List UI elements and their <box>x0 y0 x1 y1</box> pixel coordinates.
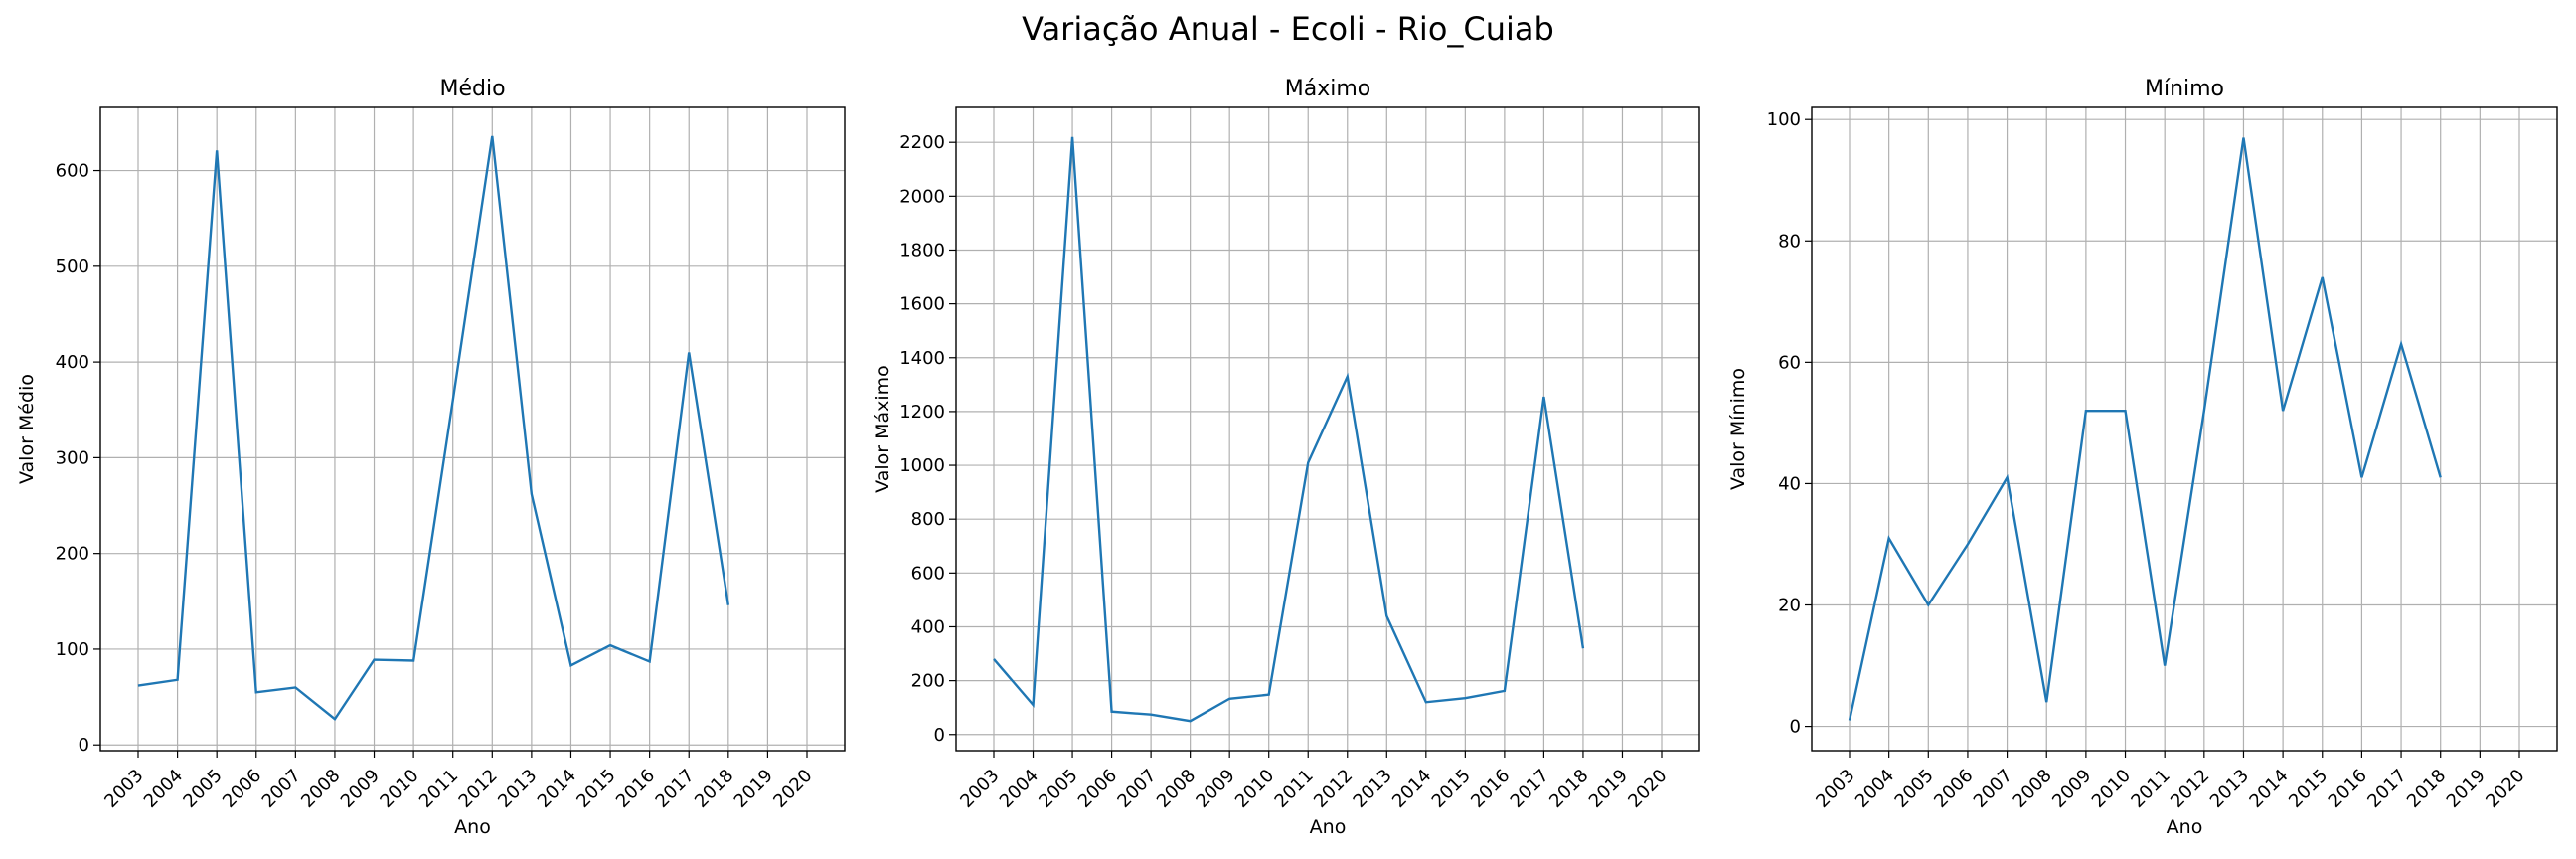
y-axis-label: Valor Máximo <box>872 365 893 493</box>
x-tick-label: 2006 <box>219 766 265 812</box>
y-tick-label: 80 <box>1778 231 1801 252</box>
y-axis-label: Valor Médio <box>16 374 38 484</box>
x-tick-label: 2007 <box>1970 766 2016 812</box>
x-tick-label: 2016 <box>1467 766 1514 812</box>
x-tick-label: 2006 <box>1074 766 1121 812</box>
y-tick-label: 1600 <box>899 294 945 315</box>
y-tick-label: 100 <box>1767 109 1801 130</box>
panel-min: Mínimo2003200420052006200720082009201020… <box>1727 77 2558 838</box>
x-tick-label: 2013 <box>2206 766 2253 812</box>
y-axis-label: Valor Mínimo <box>1727 368 1749 490</box>
y-tick-label: 400 <box>56 352 89 373</box>
x-tick-label: 2010 <box>1231 766 1278 812</box>
x-tick-label: 2015 <box>1428 766 1475 812</box>
x-tick-label: 2011 <box>2127 766 2174 812</box>
y-tick-label: 2200 <box>899 132 945 153</box>
panel-title: Mínimo <box>2145 77 2224 101</box>
y-tick-label: 20 <box>1778 596 1801 616</box>
y-tick-label: 400 <box>911 616 945 637</box>
x-tick-label: 2020 <box>1624 766 1671 812</box>
panel-title: Máximo <box>1285 77 1371 101</box>
x-axis-label: Ano <box>1310 816 1347 838</box>
series-line <box>993 136 1585 723</box>
x-tick-label: 2003 <box>100 766 147 812</box>
panel-title: Médio <box>439 77 505 101</box>
y-tick-label: 0 <box>79 735 89 756</box>
x-tick-label: 2015 <box>572 766 619 812</box>
panel-mean: Médio20032004200520062007200820092010201… <box>16 77 846 838</box>
x-tick-label: 2012 <box>455 766 502 812</box>
x-tick-label: 2012 <box>1310 766 1357 812</box>
y-tick-label: 40 <box>1778 473 1801 494</box>
series-line <box>137 135 730 721</box>
x-tick-label: 2017 <box>1507 766 1553 812</box>
y-tick-label: 200 <box>911 671 945 692</box>
y-tick-label: 600 <box>56 161 89 182</box>
x-tick-label: 2018 <box>2403 766 2450 812</box>
y-tick-label: 1200 <box>899 402 945 423</box>
x-tick-label: 2013 <box>494 766 541 812</box>
panel-max: Máximo2003200420052006200720082009201020… <box>872 77 1700 838</box>
x-tick-label: 2011 <box>1271 766 1318 812</box>
x-tick-label: 2018 <box>691 766 737 812</box>
x-tick-label: 2005 <box>179 766 226 812</box>
y-tick-label: 100 <box>56 639 89 660</box>
x-tick-label: 2007 <box>258 766 305 812</box>
x-tick-label: 2003 <box>1812 766 1858 812</box>
x-tick-label: 2004 <box>140 766 187 812</box>
x-tick-label: 2019 <box>2443 766 2490 812</box>
x-tick-label: 2008 <box>2010 766 2056 812</box>
x-tick-label: 2018 <box>1545 766 1592 812</box>
x-tick-label: 2013 <box>1350 766 1396 812</box>
y-tick-label: 200 <box>56 544 89 565</box>
x-axis-label: Ano <box>454 816 491 838</box>
x-tick-label: 2019 <box>1585 766 1632 812</box>
y-tick-label: 2000 <box>899 186 945 207</box>
x-tick-label: 2017 <box>652 766 699 812</box>
x-tick-label: 2017 <box>2363 766 2410 812</box>
y-tick-label: 800 <box>911 509 945 530</box>
x-tick-label: 2003 <box>956 766 1003 812</box>
x-tick-label: 2009 <box>2048 766 2095 812</box>
x-tick-label: 2014 <box>2245 766 2292 812</box>
y-tick-label: 0 <box>1790 717 1801 738</box>
series-line <box>1848 137 2442 721</box>
x-tick-label: 2009 <box>1192 766 1238 812</box>
x-axis-label: Ano <box>2167 816 2203 838</box>
x-tick-label: 2015 <box>2285 766 2332 812</box>
x-tick-label: 2005 <box>1891 766 1938 812</box>
x-tick-label: 2004 <box>996 766 1043 812</box>
y-tick-label: 1400 <box>899 348 945 369</box>
x-tick-label: 2014 <box>1388 766 1435 812</box>
x-tick-label: 2020 <box>769 766 816 812</box>
x-tick-label: 2012 <box>2167 766 2213 812</box>
y-tick-label: 1800 <box>899 240 945 260</box>
axes-frame <box>99 106 846 752</box>
x-tick-label: 2006 <box>1930 766 1977 812</box>
x-tick-label: 2014 <box>534 766 580 812</box>
x-tick-label: 2019 <box>730 766 777 812</box>
y-tick-label: 1000 <box>899 455 945 476</box>
figure-title: Variação Anual - Ecoli - Rio_Cuiab <box>1022 10 1554 48</box>
y-tick-label: 600 <box>911 563 945 584</box>
x-tick-label: 2005 <box>1035 766 1081 812</box>
x-tick-label: 2008 <box>1153 766 1200 812</box>
x-tick-label: 2008 <box>297 766 344 812</box>
x-tick-label: 2016 <box>612 766 659 812</box>
x-tick-label: 2016 <box>2325 766 2371 812</box>
x-tick-label: 2010 <box>376 766 422 812</box>
y-tick-label: 500 <box>56 257 89 277</box>
x-tick-label: 2004 <box>1852 766 1898 812</box>
x-tick-label: 2010 <box>2088 766 2135 812</box>
y-tick-label: 0 <box>934 725 945 746</box>
axes-frame <box>955 106 1700 752</box>
x-tick-label: 2007 <box>1113 766 1160 812</box>
y-tick-label: 60 <box>1778 352 1801 373</box>
axes-frame <box>1811 106 2558 752</box>
y-tick-label: 300 <box>56 447 89 468</box>
x-tick-label: 2009 <box>337 766 384 812</box>
x-tick-label: 2011 <box>415 766 462 812</box>
x-tick-label: 2020 <box>2482 766 2528 812</box>
